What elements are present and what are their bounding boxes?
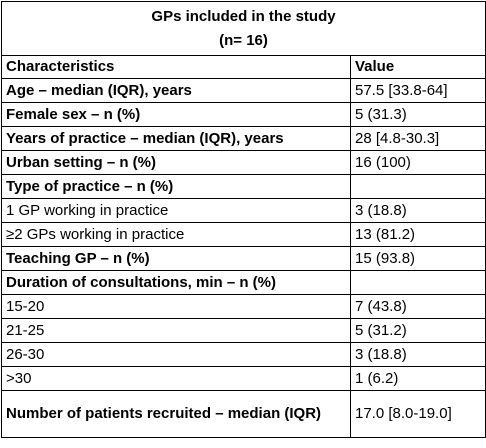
table-row: Type of practice – n (%) bbox=[1, 174, 486, 199]
table-row: Urban setting – n (%) 16 (100) bbox=[1, 150, 486, 175]
value: 5 (31.2) bbox=[349, 318, 486, 343]
value: 3 (18.8) bbox=[349, 342, 486, 367]
value bbox=[349, 174, 486, 199]
characteristic: 1 GP working in practice bbox=[1, 198, 351, 223]
value: 28 [4.8-30.3] bbox=[349, 126, 486, 151]
characteristic: Urban setting – n (%) bbox=[1, 150, 351, 175]
table-row: Age – median (IQR), years 57.5 [33.8-64] bbox=[1, 78, 486, 103]
table-row: Years of practice – median (IQR), years 2… bbox=[1, 126, 486, 151]
table-row: >30 1 (6.2) bbox=[1, 366, 486, 391]
title-cell: GPs included in the study (n= 16) bbox=[0, 1, 486, 56]
table-row: 1 GP working in practice 3 (18.8) bbox=[1, 198, 486, 223]
value: 13 (81.2) bbox=[349, 222, 486, 247]
table-row: 15-20 7 (43.8) bbox=[1, 294, 486, 319]
characteristic: Number of patients recruited – median (I… bbox=[1, 390, 351, 438]
value: 1 (6.2) bbox=[349, 366, 486, 391]
characteristic: Female sex – n (%) bbox=[1, 102, 351, 127]
table-row: Duration of consultations, min – n (%) bbox=[1, 270, 486, 295]
characteristic: Teaching GP – n (%) bbox=[1, 246, 351, 271]
value bbox=[349, 270, 486, 295]
characteristic: >30 bbox=[1, 366, 351, 391]
value: 15 (93.8) bbox=[349, 246, 486, 271]
header-row: Characteristics Value bbox=[1, 55, 486, 79]
table-subtitle: (n= 16) bbox=[219, 31, 268, 49]
table-row: Teaching GP – n (%) 15 (93.8) bbox=[1, 246, 486, 271]
table-row: 26-30 3 (18.8) bbox=[1, 342, 486, 367]
table-row: Number of patients recruited – median (I… bbox=[1, 390, 486, 438]
table-row: ≥2 GPs working in practice 13 (81.2) bbox=[1, 222, 486, 247]
value: 17.0 [8.0-19.0] bbox=[349, 390, 486, 438]
data-table: GPs included in the study (n= 16) Charac… bbox=[0, 1, 486, 438]
characteristic: Type of practice – n (%) bbox=[1, 174, 351, 199]
value: 5 (31.3) bbox=[349, 102, 486, 127]
value: 57.5 [33.8-64] bbox=[349, 78, 486, 103]
value: 3 (18.8) bbox=[349, 198, 486, 223]
characteristic: ≥2 GPs working in practice bbox=[1, 222, 351, 247]
characteristic: Duration of consultations, min – n (%) bbox=[1, 270, 351, 295]
column-header: Characteristics bbox=[1, 55, 351, 79]
table-row: 21-25 5 (31.2) bbox=[1, 318, 486, 343]
table-body: GPs included in the study (n= 16) Charac… bbox=[0, 1, 486, 438]
value: 16 (100) bbox=[349, 150, 486, 175]
table-row: Female sex – n (%) 5 (31.3) bbox=[1, 102, 486, 127]
title-row: GPs included in the study (n= 16) bbox=[0, 1, 486, 56]
characteristic: 26-30 bbox=[1, 342, 351, 367]
characteristic: 21-25 bbox=[1, 318, 351, 343]
table-title: GPs included in the study bbox=[151, 7, 336, 25]
column-header: Value bbox=[349, 55, 486, 79]
characteristic: 15-20 bbox=[1, 294, 351, 319]
characteristic: Years of practice – median (IQR), years bbox=[1, 126, 351, 151]
characteristic: Age – median (IQR), years bbox=[1, 78, 351, 103]
value: 7 (43.8) bbox=[349, 294, 486, 319]
